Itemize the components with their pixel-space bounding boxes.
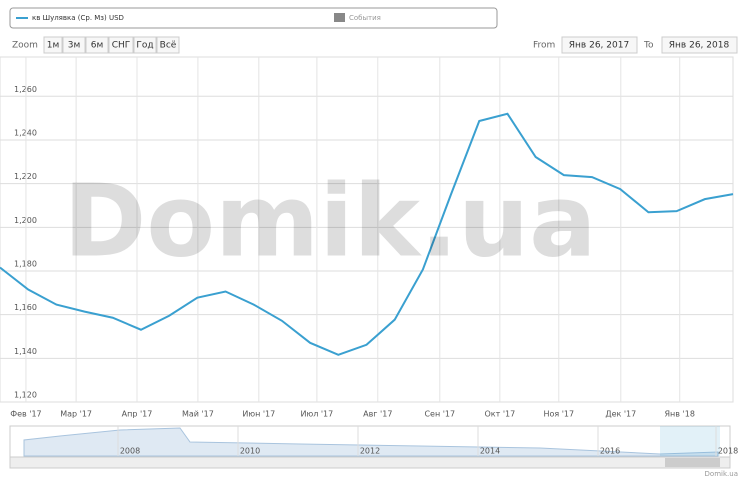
range-button[interactable] xyxy=(108,36,134,54)
x-tick-label: Фев '17 xyxy=(10,410,41,419)
range-button[interactable] xyxy=(85,36,109,54)
x-tick-label: Апр '17 xyxy=(122,410,153,419)
navigator-label: 2008 xyxy=(120,447,140,456)
x-tick-label: Июн '17 xyxy=(242,410,275,419)
x-tick-label: Июл '17 xyxy=(300,410,333,419)
x-tick-label: Мар '17 xyxy=(60,410,92,419)
navigator-selection[interactable] xyxy=(660,426,720,456)
x-tick-label: Окт '17 xyxy=(484,410,515,419)
credit[interactable]: Domik.ua xyxy=(705,470,738,478)
zoom-label: Zoom xyxy=(12,41,38,51)
to-label: To xyxy=(643,41,654,51)
series-line xyxy=(0,112,734,356)
range-button-label[interactable]: СНГ xyxy=(112,41,131,51)
x-tick-label: Дек '17 xyxy=(605,410,636,419)
navigator-label: 2016 xyxy=(600,447,620,456)
events-swatch xyxy=(334,13,345,22)
range-button-label[interactable]: 1м xyxy=(47,41,60,51)
range-button-label[interactable]: 3м xyxy=(68,41,81,51)
navigator-label: 2010 xyxy=(240,447,260,456)
to-date[interactable]: Янв 26, 2018 xyxy=(669,41,730,51)
x-tick-label: Янв '18 xyxy=(664,410,694,419)
navigator-label: 2012 xyxy=(360,447,380,456)
scrollbar[interactable] xyxy=(9,456,731,469)
legend-entry[interactable]: кв Шулявка (Ср. Мз) USD xyxy=(32,14,124,22)
navigator-label: 2014 xyxy=(480,447,500,456)
range-button-label[interactable]: 6м xyxy=(91,41,104,51)
from-label: From xyxy=(533,41,555,51)
x-tick-label: Авг '17 xyxy=(363,410,392,419)
scrollbar-thumb[interactable] xyxy=(665,458,720,467)
range-button[interactable] xyxy=(43,36,63,54)
navigator-label: 2018 xyxy=(718,447,738,456)
x-tick-label: Ноя '17 xyxy=(543,410,574,419)
range-button-label[interactable]: Год xyxy=(136,41,153,51)
watermark: Domik.ua xyxy=(63,162,596,279)
range-button[interactable] xyxy=(133,36,157,54)
from-input[interactable] xyxy=(561,36,638,54)
to-input[interactable] xyxy=(661,36,738,54)
legend-box xyxy=(9,7,498,29)
x-tick-label: Сен '17 xyxy=(424,410,455,419)
range-button[interactable] xyxy=(62,36,86,54)
from-date[interactable]: Янв 26, 2017 xyxy=(569,41,629,51)
x-tick-label: Май '17 xyxy=(182,410,214,419)
events-entry[interactable]: События xyxy=(349,14,381,22)
range-button-label[interactable]: Всё xyxy=(160,41,177,51)
navigator-area xyxy=(23,427,719,457)
range-button[interactable] xyxy=(156,36,180,54)
